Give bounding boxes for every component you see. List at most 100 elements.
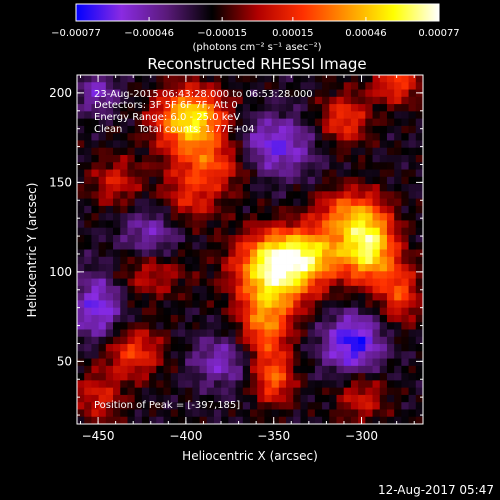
- heatmap-cell: [213, 104, 222, 112]
- heatmap-cell: [314, 176, 323, 185]
- heatmap-cell: [343, 264, 352, 272]
- heatmap-cell: [358, 162, 366, 170]
- heatmap-cell: [343, 365, 352, 374]
- heatmap-cell: [84, 264, 92, 272]
- heatmap-cell: [307, 242, 316, 250]
- heatmap-cell: [365, 344, 373, 352]
- heatmap-cell: [343, 205, 352, 214]
- heatmap-cell: [336, 133, 345, 141]
- heatmap-cell: [235, 169, 244, 178]
- heatmap-cell: [213, 191, 222, 199]
- heatmap-cell: [271, 293, 280, 301]
- heatmap-cell: [415, 380, 424, 389]
- heatmap-cell: [408, 365, 417, 374]
- heatmap-cell: [134, 176, 143, 185]
- heatmap-cell: [343, 387, 352, 396]
- heatmap-cell: [228, 300, 236, 309]
- heatmap-cell: [300, 409, 309, 418]
- heatmap-cell: [163, 336, 172, 345]
- heatmap-cell: [156, 358, 164, 367]
- heatmap-cell: [271, 416, 280, 425]
- heatmap-cell: [141, 278, 150, 287]
- heatmap-cell: [394, 373, 402, 381]
- heatmap-cell: [141, 133, 150, 141]
- heatmap-cell: [314, 402, 323, 410]
- heatmap-cell: [343, 402, 352, 410]
- heatmap-cell: [221, 118, 229, 127]
- heatmap-cell: [84, 191, 92, 199]
- heatmap-cell: [199, 184, 208, 192]
- heatmap-cell: [149, 111, 157, 120]
- heatmap-cell: [98, 111, 107, 120]
- heatmap-cell: [185, 322, 193, 330]
- heatmap-cell: [415, 256, 424, 265]
- heatmap-cell: [257, 329, 265, 338]
- heatmap-cell: [365, 191, 373, 199]
- heatmap-cell: [84, 314, 92, 323]
- heatmap-cell: [293, 234, 301, 243]
- heatmap-cell: [141, 154, 150, 163]
- heatmap-cell: [221, 314, 229, 323]
- heatmap-cell: [206, 184, 215, 192]
- heatmap-cell: [206, 300, 215, 309]
- heatmap-cell: [199, 234, 208, 243]
- heatmap-cell: [314, 111, 323, 120]
- heatmap-cell: [206, 242, 215, 250]
- heatmap-cell: [242, 162, 251, 170]
- heatmap-cell: [278, 307, 287, 316]
- heatmap-cell: [177, 89, 186, 98]
- heatmap-cell: [343, 256, 352, 265]
- heatmap-cell: [127, 242, 136, 250]
- heatmap-cell: [141, 104, 150, 112]
- heatmap-cell: [365, 351, 373, 359]
- heatmap-cell: [408, 140, 417, 149]
- heatmap-cell: [113, 336, 121, 345]
- heatmap-cell: [221, 169, 229, 178]
- heatmap-cell: [401, 111, 409, 120]
- heatmap-cell: [293, 75, 301, 83]
- heatmap-cell: [185, 293, 193, 301]
- heatmap-cell: [163, 133, 172, 141]
- heatmap-cell: [91, 198, 100, 207]
- heatmap-cell: [278, 125, 287, 134]
- heatmap-cell: [235, 351, 244, 359]
- heatmap-cell: [127, 118, 136, 127]
- heatmap-cell: [358, 96, 366, 105]
- heatmap-cell: [372, 154, 381, 163]
- heatmap-cell: [336, 344, 345, 352]
- heatmap-cell: [235, 104, 244, 112]
- heatmap-cell: [365, 227, 373, 236]
- heatmap-cell: [336, 242, 345, 250]
- heatmap-cell: [329, 242, 337, 250]
- heatmap-cell: [401, 373, 409, 381]
- heatmap-cell: [264, 89, 273, 98]
- heatmap-cell: [336, 118, 345, 127]
- heatmap-cell: [91, 373, 100, 381]
- heatmap-cell: [336, 402, 345, 410]
- heatmap-cell: [329, 285, 337, 294]
- heatmap-cell: [120, 154, 128, 163]
- heatmap-cell: [386, 234, 395, 243]
- heatmap-cell: [379, 89, 388, 98]
- heatmap-cell: [350, 198, 359, 207]
- heatmap-cell: [343, 184, 352, 192]
- heatmap-cell: [322, 140, 330, 149]
- heatmap-cell: [149, 402, 157, 410]
- heatmap-cell: [170, 191, 179, 199]
- heatmap-cell: [177, 314, 186, 323]
- heatmap-cell: [358, 387, 366, 396]
- heatmap-cell: [199, 220, 208, 229]
- heatmap-cell: [408, 387, 417, 396]
- heatmap-cell: [264, 307, 273, 316]
- heatmap-cell: [127, 314, 136, 323]
- heatmap-cell: [163, 75, 172, 83]
- heatmap-cell: [156, 140, 164, 149]
- heatmap-cell: [91, 307, 100, 316]
- heatmap-cell: [372, 344, 381, 352]
- heatmap-cell: [163, 125, 172, 134]
- heatmap-cell: [105, 293, 114, 301]
- heatmap-cell: [113, 271, 121, 279]
- heatmap-cell: [192, 380, 200, 389]
- heatmap-cell: [127, 205, 136, 214]
